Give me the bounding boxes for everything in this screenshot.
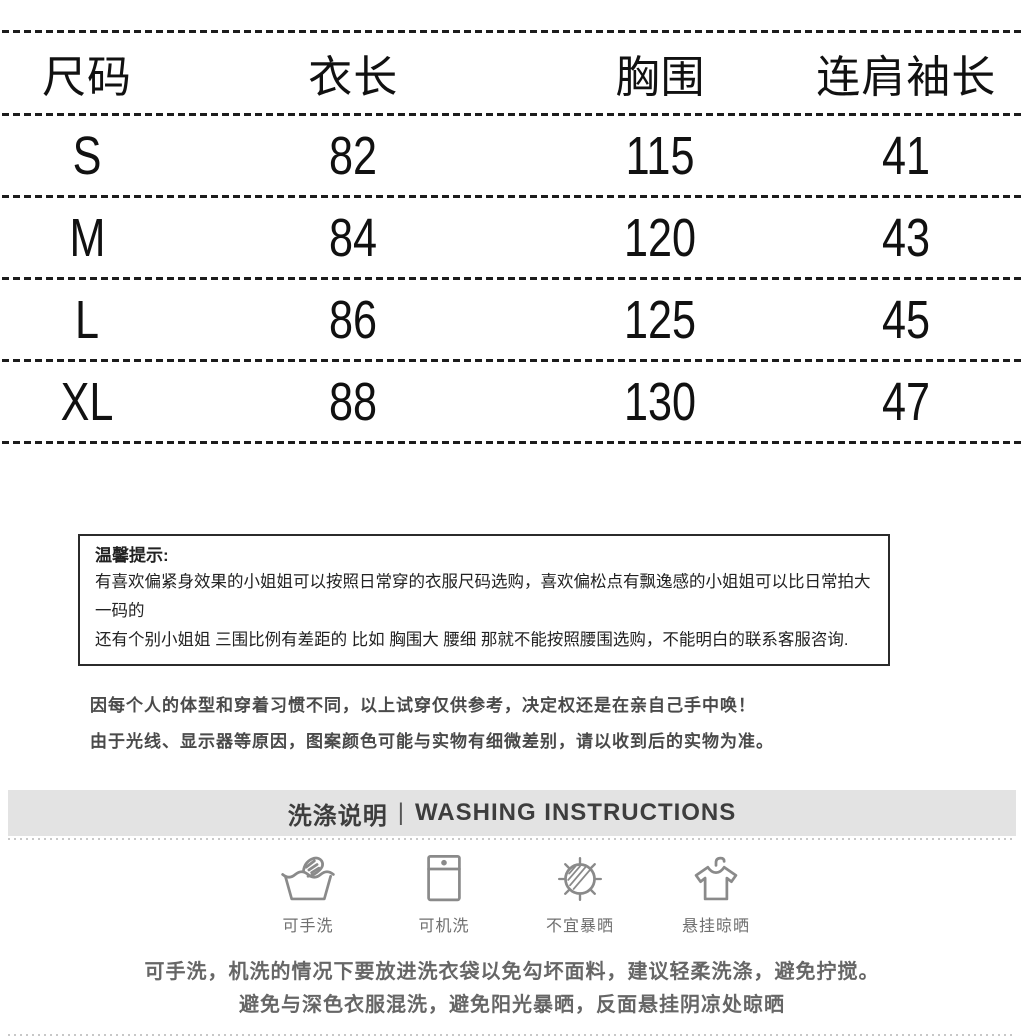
disclaimer-line-2: 由于光线、显示器等原因，图案颜色可能与实物有细微差别，请以收到后的实物为准。 [90, 732, 774, 751]
sleeve-text: 41 [882, 125, 931, 186]
table-header-row: 尺码 衣长 胸围 连肩袖长 [0, 33, 1024, 113]
hand-wash-icon [279, 850, 337, 908]
washing-header-separator: | [397, 799, 405, 826]
column-header-size: 尺码 [42, 53, 133, 102]
bust-value: 120 [532, 207, 788, 269]
size-text: XL [60, 371, 114, 432]
table-row: S 82 115 41 [0, 116, 1024, 195]
washing-notes: 可手洗，机洗的情况下要放进洗衣袋以免勾坏面料，建议轻柔洗涤，避免拧搅。 避免与深… [0, 956, 1024, 1022]
washing-header-zh: 洗涤说明 [287, 802, 388, 830]
bust-text: 125 [624, 289, 697, 350]
length-text: 84 [329, 207, 378, 268]
bust-text: 130 [624, 371, 697, 432]
care-item-no-sun: 不宜暴晒 [534, 850, 626, 936]
washing-header-en: WASHING INSTRUCTIONS [414, 799, 737, 826]
length-text: 88 [329, 371, 378, 432]
size-text: L [75, 289, 100, 350]
size-value: L [0, 289, 174, 351]
notice-title: 温馨提示: [95, 546, 169, 565]
size-value: XL [0, 371, 174, 433]
table-row: XL 88 130 47 [0, 362, 1024, 441]
care-item-hand-wash: 可手洗 [262, 850, 354, 936]
care-label: 不宜暴晒 [545, 918, 614, 935]
table-divider [2, 113, 1022, 116]
bust-value: 125 [532, 289, 788, 351]
sleeve-value: 41 [788, 125, 1024, 187]
column-header-length: 衣长 [308, 53, 399, 102]
sleeve-text: 43 [882, 207, 931, 268]
care-item-hang-dry: 悬挂晾晒 [670, 850, 762, 936]
care-label: 悬挂晾晒 [681, 918, 750, 935]
length-text: 82 [329, 125, 378, 186]
machine-wash-icon [415, 850, 473, 908]
table-row: L 86 125 45 [0, 280, 1024, 359]
size-text: S [72, 125, 102, 186]
size-text: M [69, 207, 106, 268]
bust-text: 120 [624, 207, 697, 268]
disclaimer-line-1: 因每个人的体型和穿着习惯不同，以上试穿仅供参考，决定权还是在亲自己手中唤！ [90, 696, 756, 715]
length-value: 88 [174, 371, 532, 433]
sleeve-value: 47 [788, 371, 1024, 433]
column-header-bust: 胸围 [615, 53, 706, 102]
hang-dry-icon [687, 850, 745, 908]
sleeve-value: 43 [788, 207, 1024, 269]
care-item-machine-wash: 可机洗 [398, 850, 490, 936]
length-value: 84 [174, 207, 532, 269]
table-divider [2, 30, 1022, 33]
size-value: S [0, 125, 174, 187]
care-label: 可手洗 [282, 918, 334, 935]
table-divider [2, 277, 1022, 280]
care-icons-row: 可手洗 可机洗 [0, 850, 1024, 936]
table-divider [2, 441, 1022, 444]
length-value: 82 [174, 125, 532, 187]
notice-line-2: 还有个别小姐姐 三围比例有差距的 比如 胸围大 腰细 那就不能按照腰围选购，不能… [95, 631, 849, 649]
notice-line-1: 有喜欢偏紧身效果的小姐姐可以按照日常穿的衣服尺码选购，喜欢偏松点有飘逸感的小姐姐… [95, 573, 871, 620]
sleeve-value: 45 [788, 289, 1024, 351]
no-sun-icon [551, 850, 609, 908]
table-row: M 84 120 43 [0, 198, 1024, 277]
notice-box: 温馨提示: 有喜欢偏紧身效果的小姐姐可以按照日常穿的衣服尺码选购，喜欢偏松点有飘… [78, 534, 890, 666]
column-header-sleeve: 连肩袖长 [816, 53, 997, 102]
table-divider [2, 195, 1022, 198]
length-text: 86 [329, 289, 378, 350]
bust-value: 130 [532, 371, 788, 433]
disclaimers: 因每个人的体型和穿着习惯不同，以上试穿仅供参考，决定权还是在亲自己手中唤！ 由于… [90, 688, 1024, 760]
bust-value: 115 [532, 125, 788, 187]
dotted-divider [8, 838, 1016, 840]
washing-note-line-1: 可手洗，机洗的情况下要放进洗衣袋以免勾坏面料，建议轻柔洗涤，避免拧搅。 [144, 961, 880, 983]
sleeve-text: 47 [882, 371, 931, 432]
size-table: 尺码 衣长 胸围 连肩袖长 S 82 115 41 M 84 120 43 L … [0, 0, 1024, 444]
washing-note-line-2: 避免与深色衣服混洗，避免阳光暴晒，反面悬挂阴凉处晾晒 [239, 994, 785, 1016]
washing-instructions-header: 洗涤说明 | WASHING INSTRUCTIONS [8, 790, 1016, 836]
table-divider [2, 359, 1022, 362]
care-label: 可机洗 [418, 918, 470, 935]
length-value: 86 [174, 289, 532, 351]
bust-text: 115 [626, 125, 695, 186]
sleeve-text: 45 [882, 289, 931, 350]
size-value: M [0, 207, 174, 269]
